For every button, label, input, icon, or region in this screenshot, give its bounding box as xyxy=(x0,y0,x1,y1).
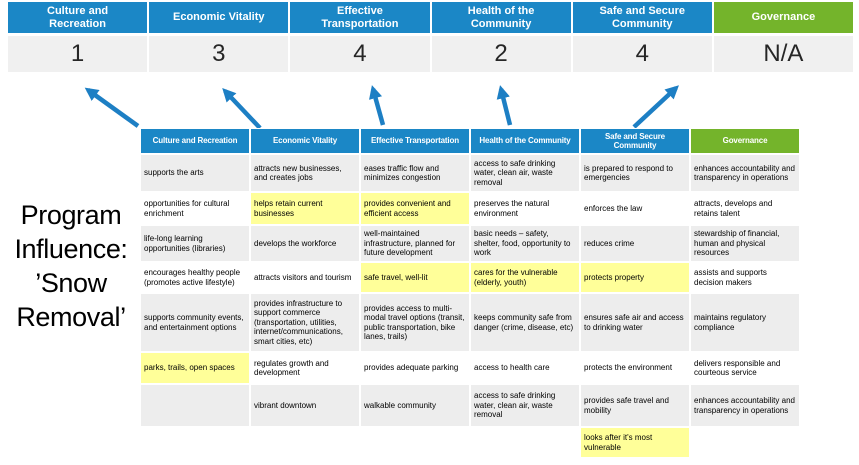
table-cell: enhances accountability and transparency… xyxy=(690,384,800,427)
table-cell: provides access to multi-modal travel op… xyxy=(360,293,470,352)
table-cell: attracts new businesses, and creates job… xyxy=(250,154,360,192)
table-cell: supports the arts xyxy=(140,154,250,192)
table-row: parks, trails, open spaces regulates gro… xyxy=(140,352,800,384)
table-cell: eases traffic flow and minimizes congest… xyxy=(360,154,470,192)
table-cell: provides infrastructure to support comme… xyxy=(250,293,360,352)
title-line-4: Removal’ xyxy=(16,302,126,332)
summary-header-culture-and-recreation: Culture and Recreation xyxy=(8,2,148,33)
score-culture-and-recreation: 1 xyxy=(8,36,148,72)
table-cell: is prepared to respond to emergencies xyxy=(580,154,690,192)
table-cell: parks, trails, open spaces xyxy=(140,352,250,384)
score-governance: N/A xyxy=(713,36,853,72)
summary-header-safe-and-secure-community: Safe and Secure Community xyxy=(572,2,712,33)
priority-header-row: Culture and Recreation Economic Vitality… xyxy=(8,2,853,33)
title-line-3: ’Snow xyxy=(35,268,107,298)
arrow-icon-health xyxy=(496,85,513,126)
table-cell: looks after it's most vulnerable xyxy=(580,427,690,458)
score-economic-vitality: 3 xyxy=(149,36,289,72)
table-cell: vibrant downtown xyxy=(250,384,360,427)
score-safe-and-secure-community: 4 xyxy=(572,36,712,72)
table-cell: attracts visitors and tourism xyxy=(250,262,360,293)
table-cell: helps retain current businesses xyxy=(250,192,360,225)
table-cell xyxy=(250,427,360,458)
table-cell: basic needs – safety, shelter, food, opp… xyxy=(470,225,580,262)
table-cell: provides convenient and efficient access xyxy=(360,192,470,225)
table-cell: stewardship of financial, human and phys… xyxy=(690,225,800,262)
summary-header-effective-transportation: Effective Transportation xyxy=(290,2,430,33)
summary-header-health-of-the-community: Health of the Community xyxy=(431,2,571,33)
title-line-1: Program xyxy=(20,200,122,230)
matrix-header-governance: Governance xyxy=(690,128,800,154)
table-row: encourages healthy people (promotes acti… xyxy=(140,262,800,293)
table-cell: access to safe drinking water, clean air… xyxy=(470,154,580,192)
table-row: looks after it's most vulnerable xyxy=(140,427,800,458)
table-cell: attracts, develops and retains talent xyxy=(690,192,800,225)
table-cell xyxy=(140,427,250,458)
table-cell xyxy=(470,427,580,458)
table-cell: provides safe travel and mobility xyxy=(580,384,690,427)
table-row: opportunities for cultural enrichment he… xyxy=(140,192,800,225)
table-cell: provides adequate parking xyxy=(360,352,470,384)
table-cell: supports community events, and entertain… xyxy=(140,293,250,352)
table-cell: opportunities for cultural enrichment xyxy=(140,192,250,225)
matrix-header-safe-and-secure-community: Safe and Secure Community xyxy=(580,128,690,154)
table-cell: access to health care xyxy=(470,352,580,384)
table-cell: keeps community safe from danger (crime,… xyxy=(470,293,580,352)
table-cell: reduces crime xyxy=(580,225,690,262)
influence-arrows xyxy=(84,85,679,130)
table-cell: cares for the vulnerable (elderly, youth… xyxy=(470,262,580,293)
matrix-header-economic-vitality: Economic Vitality xyxy=(250,128,360,154)
arrow-icon-culture xyxy=(84,87,140,128)
table-cell: access to safe drinking water, clean air… xyxy=(470,384,580,427)
matrix-header-culture-and-recreation: Culture and Recreation xyxy=(140,128,250,154)
matrix-header-row: Culture and Recreation Economic Vitality… xyxy=(140,128,800,154)
score-health-of-the-community: 2 xyxy=(431,36,571,72)
table-cell: assists and supports decision makers xyxy=(690,262,800,293)
table-cell: preserves the natural environment xyxy=(470,192,580,225)
table-row: supports the arts attracts new businesse… xyxy=(140,154,800,192)
table-cell: well-maintained infrastructure, planned … xyxy=(360,225,470,262)
priority-summary: Culture and Recreation Economic Vitality… xyxy=(8,2,853,72)
arrow-icon-safe xyxy=(632,85,679,129)
table-cell: enhances accountability and transparency… xyxy=(690,154,800,192)
matrix-header-health-of-the-community: Health of the Community xyxy=(470,128,580,154)
arrow-icon-transportation xyxy=(369,85,386,126)
table-cell xyxy=(360,427,470,458)
table-cell: protects property xyxy=(580,262,690,293)
table-cell: life-long learning opportunities (librar… xyxy=(140,225,250,262)
arrow-icon-economic xyxy=(222,88,262,130)
priority-score-row: 1 3 4 2 4 N/A xyxy=(8,36,853,72)
table-cell: enforces the law xyxy=(580,192,690,225)
table-cell: delivers responsible and courteous servi… xyxy=(690,352,800,384)
table-cell xyxy=(140,384,250,427)
table-cell: ensures safe air and access to drinking … xyxy=(580,293,690,352)
table-cell xyxy=(690,427,800,458)
table-row: life-long learning opportunities (librar… xyxy=(140,225,800,262)
table-row: supports community events, and entertain… xyxy=(140,293,800,352)
table-cell: develops the workforce xyxy=(250,225,360,262)
table-cell: regulates growth and development xyxy=(250,352,360,384)
summary-header-governance: Governance xyxy=(713,2,853,33)
table-cell: encourages healthy people (promotes acti… xyxy=(140,262,250,293)
summary-header-economic-vitality: Economic Vitality xyxy=(149,2,289,33)
table-cell: maintains regulatory compliance xyxy=(690,293,800,352)
table-row: vibrant downtown walkable community acce… xyxy=(140,384,800,427)
table-cell: walkable community xyxy=(360,384,470,427)
table-cell: protects the environment xyxy=(580,352,690,384)
matrix-header-effective-transportation: Effective Transportation xyxy=(360,128,470,154)
table-cell: safe travel, well-lit xyxy=(360,262,470,293)
priorities-matrix-table: Culture and Recreation Economic Vitality… xyxy=(140,128,800,458)
title-line-2: Influence: xyxy=(14,234,128,264)
program-influence-title: Program Influence: ’Snow Removal’ xyxy=(0,198,142,334)
score-effective-transportation: 4 xyxy=(290,36,430,72)
